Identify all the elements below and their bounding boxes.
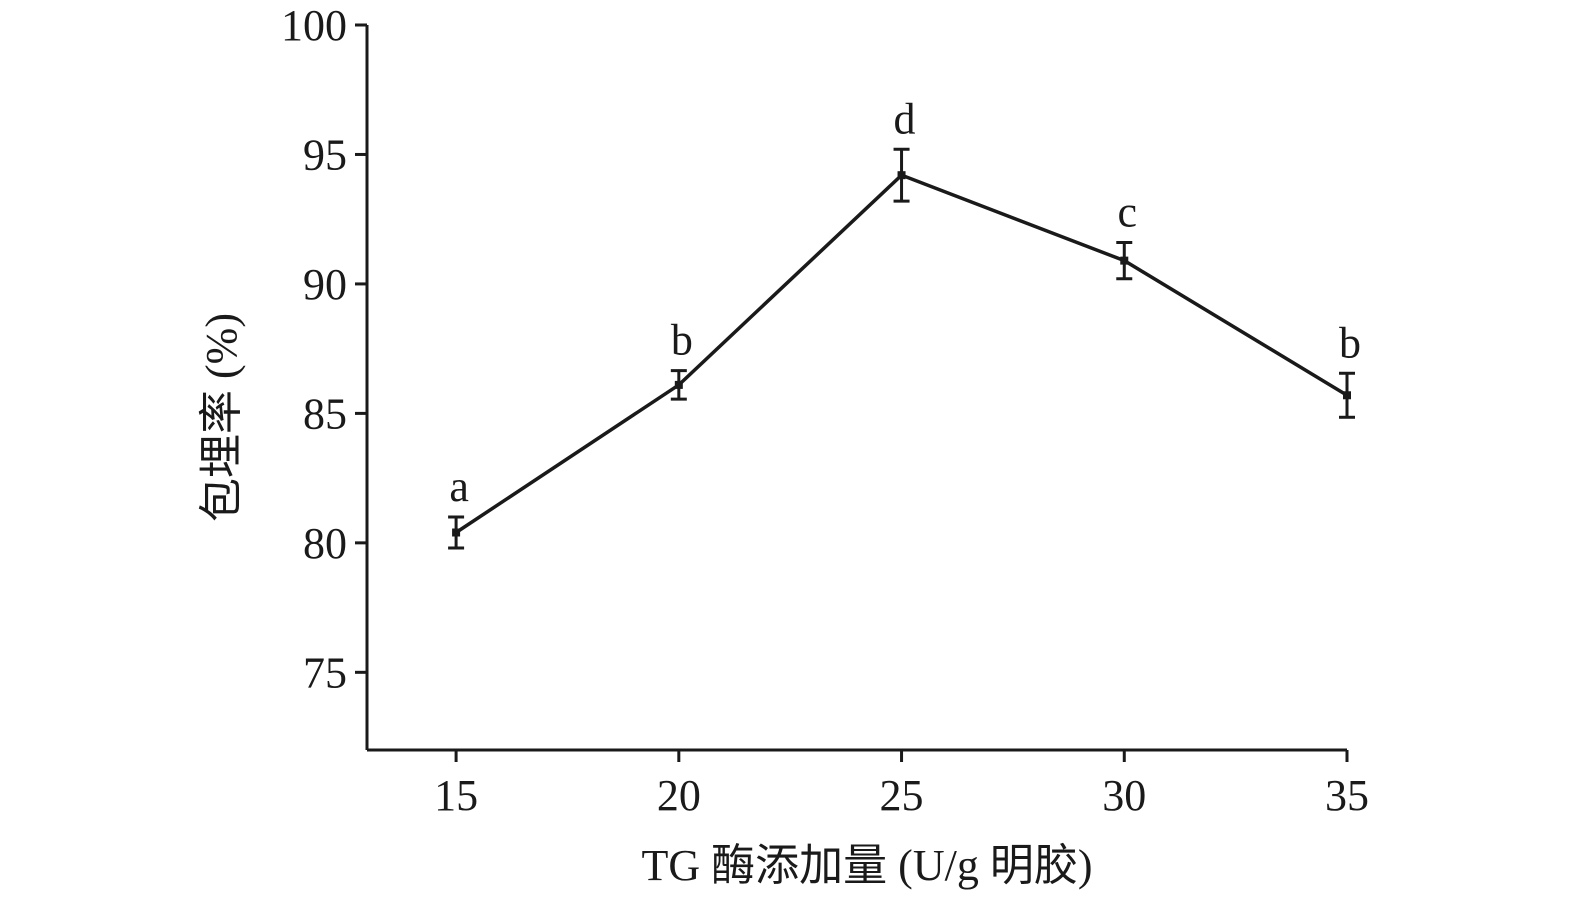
significance-label-25: d <box>894 94 916 143</box>
y-tick-label-80: 80 <box>303 519 347 568</box>
data-point-30 <box>1120 256 1129 265</box>
x-tick-label-20: 20 <box>657 771 701 820</box>
x-tick-label-15: 15 <box>434 771 478 820</box>
series-line <box>455 173 1348 534</box>
x-tick-label-25: 25 <box>880 771 924 820</box>
data-point-25 <box>897 171 906 180</box>
y-tick-label-90: 90 <box>303 260 347 309</box>
significance-label-35: b <box>1339 318 1361 367</box>
y-tick-label-85: 85 <box>303 389 347 438</box>
data-point-20 <box>674 380 683 389</box>
significance-label-30: c <box>1118 188 1138 237</box>
data-point-15 <box>452 528 461 537</box>
y-tick-label-100: 100 <box>281 1 347 50</box>
y-tick-label-95: 95 <box>303 130 347 179</box>
x-tick-label-35: 35 <box>1325 771 1369 820</box>
series: a b d c b <box>448 94 1361 550</box>
significance-label-15: a <box>449 462 469 511</box>
axes: 75 80 85 90 95 100 15 20 25 30 35 <box>281 1 1369 820</box>
y-tick-label-75: 75 <box>303 648 347 697</box>
significance-label-20: b <box>671 316 693 365</box>
data-point-35 <box>1343 391 1351 400</box>
x-tick-label-30: 30 <box>1102 771 1146 820</box>
x-axis-label: TG 酶添加量 (U/g 明胶) <box>642 841 1093 890</box>
y-axis-label: 包埋率 (%) <box>197 313 246 522</box>
